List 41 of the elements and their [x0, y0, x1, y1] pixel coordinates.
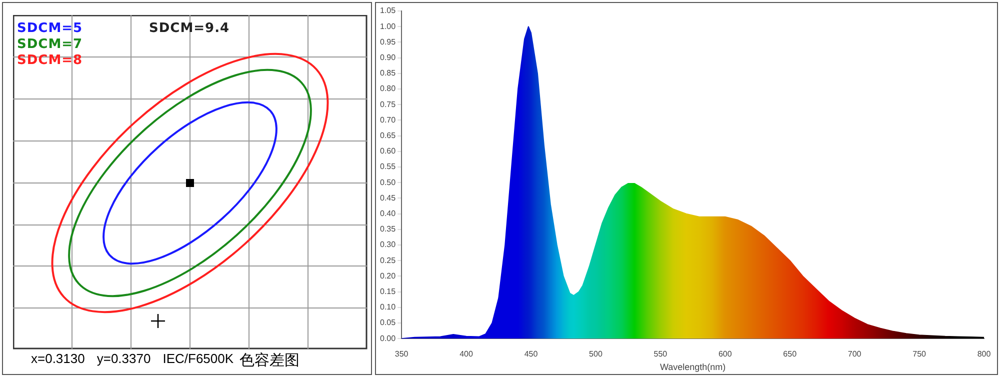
- x-tick-label: 650: [783, 350, 798, 359]
- y-tick-label: 0.50: [380, 178, 396, 187]
- y-tick-label: 0.55: [380, 162, 396, 172]
- x-tick-label: 400: [460, 350, 474, 359]
- text: SDCM=7: [17, 37, 83, 52]
- y-tick-label: 0.65: [380, 131, 396, 140]
- text: x=0.3130: [31, 351, 85, 368]
- x-axis-title: Wavelength(nm): [660, 362, 726, 372]
- x-tick-label: 550: [654, 350, 668, 359]
- x-tick-label: 500: [589, 350, 603, 359]
- y-tick-label: 0.15: [380, 287, 396, 296]
- y-tick-label: 0.80: [380, 84, 396, 94]
- y-tick-label: 0.70: [380, 115, 396, 124]
- text: 色容差图: [240, 351, 300, 370]
- y-tick-label: 0.60: [380, 146, 396, 156]
- text: SDCM=9.4: [149, 21, 230, 36]
- y-tick-label: 1.00: [380, 22, 396, 31]
- y-tick-label: 0.40: [380, 209, 396, 218]
- text: SDCM=8: [17, 53, 83, 68]
- text: y=0.3370: [96, 351, 151, 368]
- y-tick-label: 0.30: [380, 240, 396, 250]
- y-tick-label: 1.05: [380, 6, 396, 16]
- text: IEC/F6500K: [162, 351, 234, 368]
- y-tick-label: 0.25: [380, 256, 396, 265]
- x-tick-label: 600: [718, 350, 732, 359]
- y-tick-label: 0.90: [380, 53, 396, 62]
- x-tick-label: 750: [912, 350, 927, 359]
- x-tick-label: 450: [524, 350, 538, 359]
- y-tick-label: 0.85: [380, 68, 396, 78]
- text: SDCM=5: [17, 21, 83, 36]
- x-tick-label: 700: [848, 350, 862, 359]
- y-tick-label: 0.05: [380, 318, 396, 328]
- x-tick-label: 800: [977, 350, 992, 359]
- y-tick-label: 0.10: [380, 302, 396, 312]
- y-tick-label: 0.00: [380, 334, 396, 343]
- y-tick-label: 0.20: [380, 271, 396, 280]
- y-tick-label: 0.75: [380, 100, 396, 109]
- y-tick-label: 0.35: [380, 224, 396, 234]
- y-tick-label: 0.45: [380, 193, 396, 202]
- x-tick-label: 350: [394, 350, 409, 359]
- y-tick-label: 0.95: [380, 37, 396, 46]
